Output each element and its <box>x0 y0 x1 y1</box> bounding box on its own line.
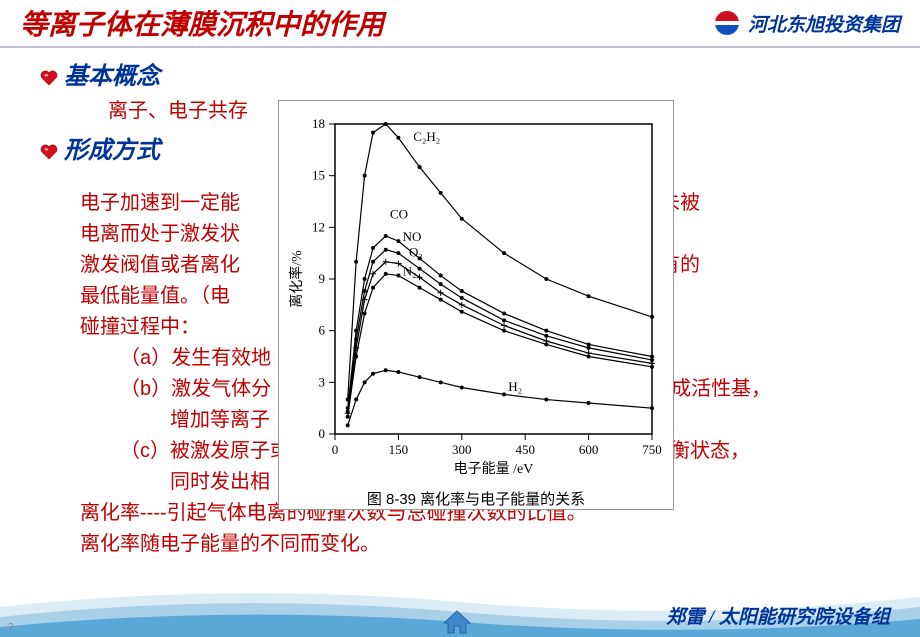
svg-text:NO: NO <box>403 229 422 244</box>
svg-text:750: 750 <box>642 442 662 457</box>
svg-text:H₂: H₂ <box>508 379 522 394</box>
footer-author: 郑雷 / 太阳能研究院设备组 <box>666 602 890 629</box>
svg-text:电子能量 /eV: 电子能量 /eV <box>454 461 534 477</box>
s2-l12: 离化率随电子能量的不同而变化。 <box>40 529 880 560</box>
svg-text:15: 15 <box>312 168 325 183</box>
section-1-title: 基本概念 <box>64 59 160 96</box>
chart-svg: 0 150 300 450 600 750 0 3 6 9 12 15 18 电子能量 /eV 离化率/% C… <box>287 109 667 479</box>
heart-bullet-icon <box>40 69 58 87</box>
svg-text:C₂H₂: C₂H₂ <box>413 129 440 144</box>
ionization-chart: 0 150 300 450 600 750 0 3 6 9 12 15 18 电子能量 /eV 离化率/% C… <box>278 100 674 510</box>
svg-text:CO: CO <box>390 207 408 222</box>
svg-text:离化率/%: 离化率/% <box>288 250 305 308</box>
slide-title: 等离子体在薄膜沉积中的作用 <box>20 3 384 43</box>
svg-text:450: 450 <box>515 442 535 457</box>
svg-text:N₂: N₂ <box>403 264 417 279</box>
header-right: 河北东旭投资集团 <box>714 10 900 37</box>
section-2-title: 形成方式 <box>64 133 160 170</box>
svg-text:0: 0 <box>332 442 339 457</box>
page-number: 2 <box>8 622 14 633</box>
company-name: 河北东旭投资集团 <box>748 10 900 37</box>
chart-caption: 图 8-39 离化率与电子能量的关系 <box>287 488 665 509</box>
slide-header: 等离子体在薄膜沉积中的作用 河北东旭投资集团 <box>0 0 920 48</box>
svg-text:9: 9 <box>319 271 326 286</box>
company-logo-icon <box>714 10 740 36</box>
svg-text:18: 18 <box>312 116 325 131</box>
svg-text:300: 300 <box>452 442 472 457</box>
svg-text:3: 3 <box>319 374 326 389</box>
svg-text:600: 600 <box>579 442 599 457</box>
svg-text:0: 0 <box>319 426 326 441</box>
svg-text:6: 6 <box>319 323 326 338</box>
home-icon[interactable] <box>442 609 472 635</box>
section-1-header: 基本概念 <box>40 59 880 96</box>
svg-text:O₂: O₂ <box>409 245 423 260</box>
svg-text:12: 12 <box>312 219 325 234</box>
svg-text:150: 150 <box>389 442 409 457</box>
heart-bullet-icon <box>40 143 58 161</box>
